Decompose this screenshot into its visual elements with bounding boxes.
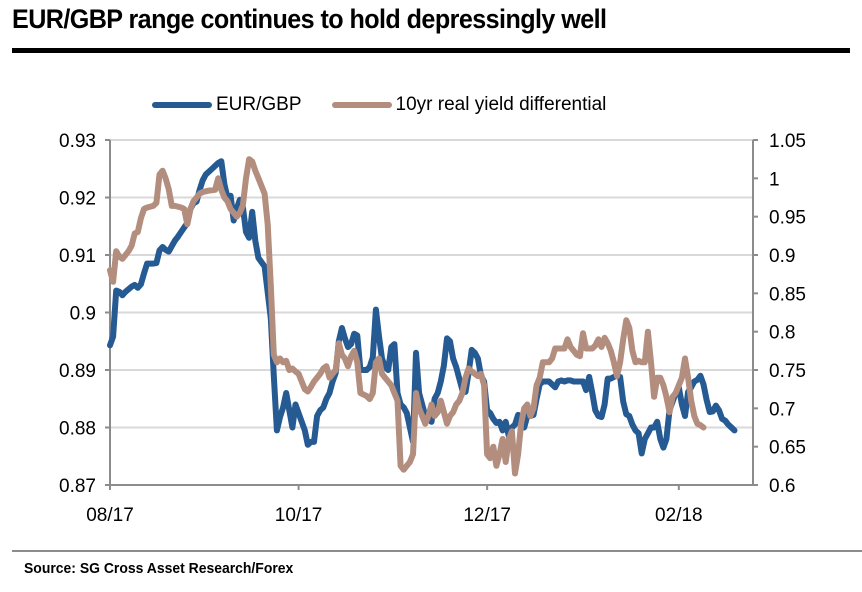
x-axis-tick-label: 08/17 xyxy=(86,505,134,526)
legend-label-yield-diff: 10yr real yield differential xyxy=(395,94,607,115)
left-axis-tick-label: 0.92 xyxy=(59,189,96,210)
left-axis-tick-label: 0.93 xyxy=(59,131,96,152)
left-axis-tick-label: 0.89 xyxy=(59,361,96,382)
gridlines xyxy=(110,139,753,429)
legend-swatch-eurgbp xyxy=(152,102,212,108)
legend-swatch-yield-diff xyxy=(331,102,392,108)
series-line-eurgbp xyxy=(107,158,738,457)
right-axis-tick-label: 0.6 xyxy=(769,476,795,497)
right-axis-tick-label: 1.05 xyxy=(769,131,806,152)
left-axis-tick-label: 0.87 xyxy=(59,476,96,497)
tick-labels: 0.93 0.92 0.91 0.9 0.89 0.88 0.87 1.05 1 0.95 0.9 0… xyxy=(59,131,806,526)
x-axis-tick-label: 02/18 xyxy=(655,505,703,526)
axes xyxy=(105,139,758,490)
legend-label-eurgbp: EUR/GBP xyxy=(216,94,302,115)
left-axis-tick-label: 0.9 xyxy=(70,304,96,325)
legend-item-yield-diff: 10yr real yield differential xyxy=(331,94,607,116)
x-axis-tick-label: 10/17 xyxy=(275,505,323,526)
right-axis-tick-label: 0.85 xyxy=(769,284,806,305)
right-axis-tick-label: 0.9 xyxy=(769,246,795,267)
series-line-yield-diff xyxy=(107,156,707,477)
title-divider xyxy=(12,48,850,53)
right-axis-tick-label: 0.7 xyxy=(769,399,795,420)
right-axis-tick-label: 0.65 xyxy=(769,438,806,459)
series-lines xyxy=(107,156,738,477)
chart-legend: EUR/GBP 10yr real yield differential xyxy=(152,90,636,120)
right-axis-tick-label: 1 xyxy=(769,169,780,190)
right-axis-tick-label: 0.75 xyxy=(769,361,806,382)
legend-item-eurgbp: EUR/GBP xyxy=(152,94,302,116)
source-divider xyxy=(12,550,862,552)
chart-title: EUR/GBP range continues to hold depressi… xyxy=(12,4,607,34)
x-axis-tick-label: 12/17 xyxy=(463,505,511,526)
right-axis-tick-label: 0.8 xyxy=(769,323,795,344)
left-axis-tick-label: 0.88 xyxy=(59,419,96,440)
right-axis-tick-label: 0.95 xyxy=(769,208,806,229)
left-axis-tick-label: 0.91 xyxy=(59,246,96,267)
source-note: Source: SG Cross Asset Research/Forex xyxy=(24,560,294,577)
